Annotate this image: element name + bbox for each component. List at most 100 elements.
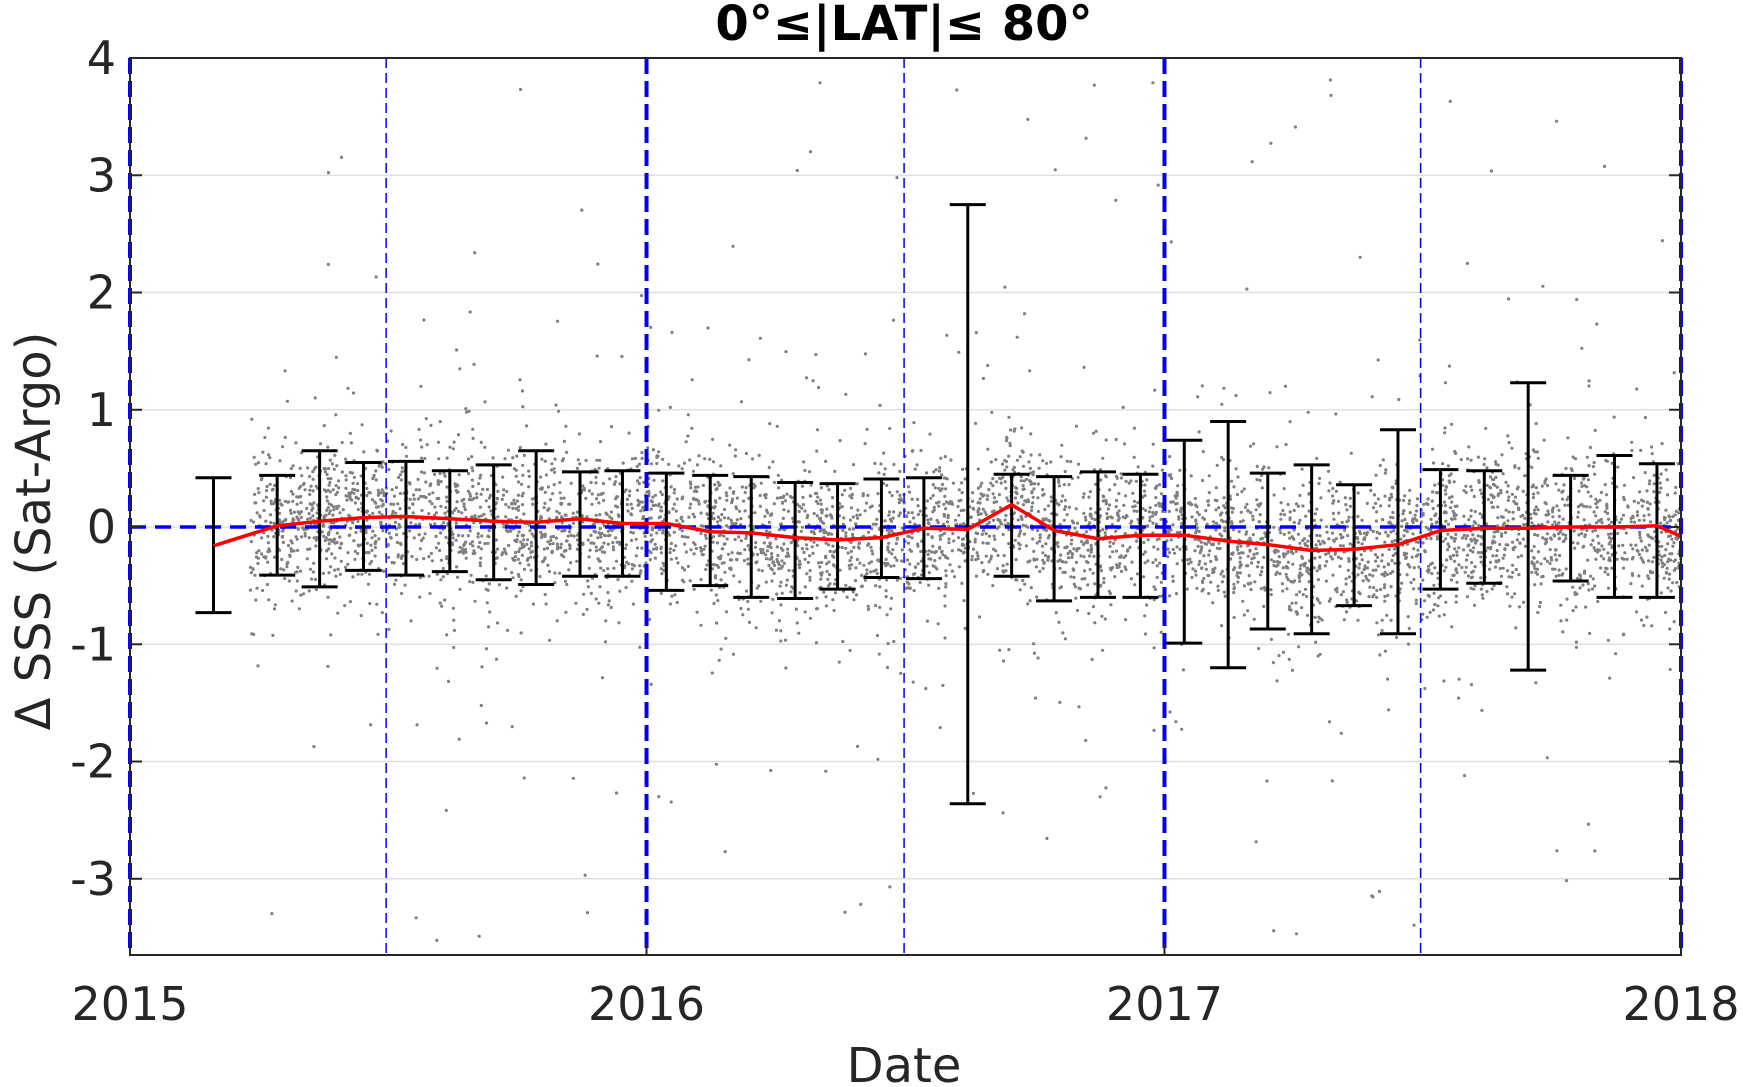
data-point	[1433, 566, 1437, 570]
data-point	[1557, 521, 1561, 525]
data-point	[1331, 511, 1335, 515]
data-point	[1075, 608, 1080, 613]
data-point	[1049, 499, 1053, 503]
data-point	[1659, 486, 1663, 490]
data-point	[521, 534, 525, 538]
data-point	[942, 502, 946, 506]
data-point	[715, 621, 719, 625]
data-point	[1195, 586, 1199, 590]
data-point	[930, 550, 934, 554]
data-point	[898, 493, 902, 497]
data-point	[262, 508, 266, 513]
data-point	[796, 520, 800, 524]
data-point	[1479, 555, 1483, 559]
data-point	[438, 420, 442, 424]
data-point	[557, 409, 561, 413]
data-point	[1536, 491, 1540, 495]
data-point	[941, 683, 945, 688]
data-point	[487, 496, 491, 500]
data-point	[1625, 557, 1629, 561]
data-point	[838, 568, 842, 572]
data-point	[1114, 529, 1118, 534]
data-point	[1063, 637, 1067, 641]
data-point	[1519, 514, 1523, 519]
data-point	[566, 534, 570, 538]
data-point	[1583, 484, 1587, 488]
data-point	[720, 547, 724, 551]
data-point	[937, 586, 941, 591]
data-point	[1591, 538, 1595, 543]
data-point	[1493, 483, 1497, 487]
data-point	[249, 571, 253, 575]
data-point	[730, 551, 734, 555]
data-point	[866, 607, 871, 612]
data-point	[291, 492, 295, 496]
data-point	[1288, 536, 1292, 540]
data-point	[1124, 479, 1128, 483]
data-point	[1387, 708, 1391, 712]
data-point	[1577, 489, 1581, 493]
data-point	[1108, 566, 1113, 570]
data-point	[592, 541, 596, 546]
data-point	[367, 572, 372, 576]
data-point	[1067, 556, 1071, 560]
data-point	[1004, 569, 1008, 573]
data-point	[1287, 604, 1292, 609]
data-point	[345, 498, 349, 502]
data-point	[1361, 579, 1365, 583]
data-point	[1344, 503, 1348, 507]
data-point	[1145, 478, 1149, 482]
data-point	[1363, 536, 1367, 540]
data-point	[419, 384, 423, 388]
data-point	[815, 607, 820, 611]
data-point	[572, 534, 576, 538]
data-point	[1536, 533, 1540, 538]
data-point	[1344, 610, 1349, 614]
data-point	[1459, 457, 1463, 462]
data-point	[927, 583, 931, 587]
data-point	[831, 598, 835, 602]
data-point	[495, 621, 500, 625]
data-point	[1347, 559, 1351, 564]
data-point	[1130, 519, 1134, 523]
data-point	[1489, 500, 1494, 505]
data-point	[477, 934, 481, 938]
data-point	[675, 519, 679, 523]
data-point	[297, 607, 301, 611]
data-point	[1196, 544, 1200, 549]
data-point	[1412, 547, 1416, 551]
data-point	[586, 579, 590, 583]
data-point	[1465, 261, 1469, 265]
data-point	[1444, 485, 1448, 489]
data-point	[931, 493, 935, 498]
data-point	[1360, 518, 1364, 523]
data-point	[1207, 491, 1211, 495]
data-point	[1153, 388, 1157, 392]
data-point	[389, 536, 393, 540]
data-point	[327, 483, 331, 487]
data-point	[963, 626, 967, 631]
data-point	[959, 509, 963, 513]
data-point	[1189, 560, 1193, 564]
data-point	[1504, 508, 1508, 512]
data-point	[265, 582, 269, 587]
data-point	[689, 548, 693, 552]
data-point	[1369, 548, 1373, 552]
data-point	[1465, 553, 1470, 557]
data-point	[1298, 493, 1302, 497]
data-point	[986, 363, 990, 368]
data-point	[298, 466, 302, 470]
data-point	[670, 594, 674, 598]
data-point	[754, 541, 758, 545]
data-point	[1287, 531, 1291, 535]
data-point	[808, 575, 812, 579]
data-point	[1616, 465, 1620, 469]
data-point	[976, 554, 980, 558]
data-point	[1636, 501, 1640, 505]
data-point	[329, 477, 333, 481]
data-point	[1402, 534, 1406, 538]
data-point	[1001, 532, 1005, 537]
data-point	[739, 539, 743, 543]
data-point	[1374, 501, 1378, 505]
data-point	[1401, 512, 1405, 516]
